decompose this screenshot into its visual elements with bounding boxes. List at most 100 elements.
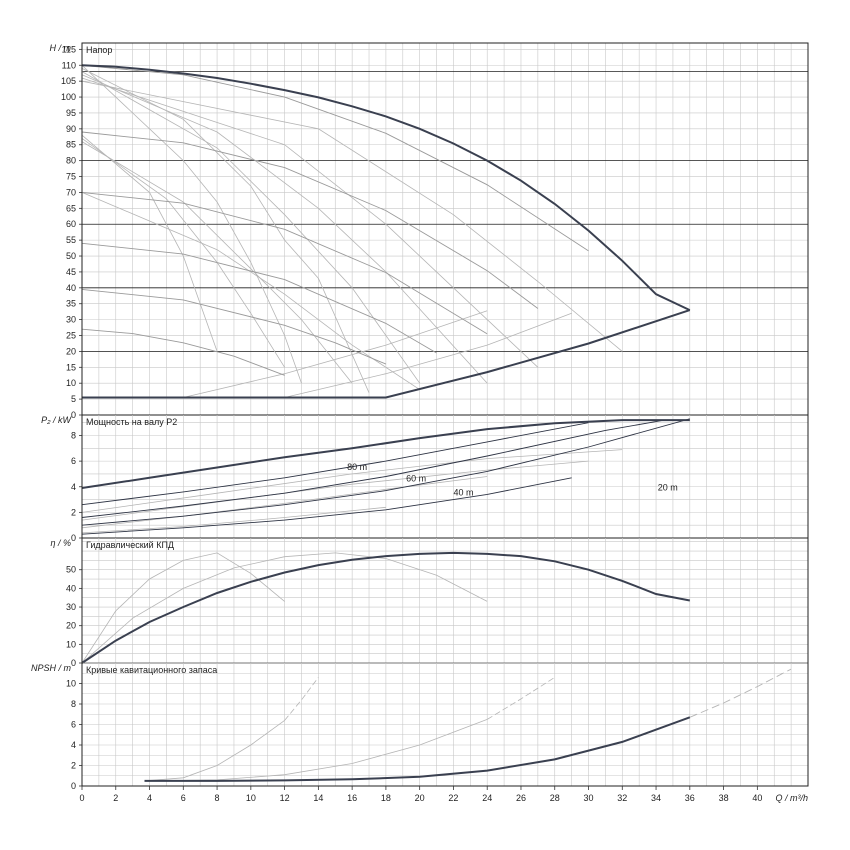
y-axis-label: NPSH / m <box>31 663 72 673</box>
speed-curve <box>81 288 387 365</box>
y-tick-label: 4 <box>71 482 76 492</box>
y-tick-label: 25 <box>66 331 76 341</box>
y-tick-label: 65 <box>66 203 76 213</box>
y-tick-label: 85 <box>66 140 76 150</box>
panel-head: 0 5 10 15 20 25 30 35 40 45 50 55 60 65 70 75 80 85 90 95 10… <box>50 43 808 420</box>
power-curve-label: 20 m <box>658 483 678 493</box>
x-tick-label: 12 <box>280 793 290 803</box>
envelope-max-curve <box>81 64 691 312</box>
y-tick-label: 10 <box>66 679 76 689</box>
x-tick-label: 14 <box>313 793 323 803</box>
panel-title: Гидравлический КПД <box>86 540 174 550</box>
iso-curve <box>81 134 218 352</box>
y-axis-label: H / m <box>50 43 72 53</box>
y-tick-label: 6 <box>71 456 76 466</box>
partial-efficiency-curve <box>81 552 285 664</box>
panel-npsh: 0 2 4 6 8 10 NPSH / m Кривые кавитационного зап… <box>31 662 808 791</box>
partial-npsh-extension <box>486 677 555 720</box>
iso-curve <box>81 65 302 384</box>
y-tick-label: 8 <box>71 699 76 709</box>
power-curve <box>81 419 665 518</box>
y-tick-label: 45 <box>66 267 76 277</box>
y-tick-label: 75 <box>66 172 76 182</box>
iso-curve <box>81 74 488 384</box>
x-tick-label: 32 <box>617 793 627 803</box>
power-curve-label: 40 m <box>453 488 473 498</box>
y-tick-label: 8 <box>71 431 76 441</box>
y-tick-label: 110 <box>62 60 76 70</box>
y-tick-label: 0 <box>71 658 76 668</box>
y-tick-label: 55 <box>66 235 76 245</box>
y-tick-label: 50 <box>66 251 76 261</box>
x-axis-label: Q / m³/h <box>775 793 808 803</box>
x-tick-label: 38 <box>719 793 729 803</box>
x-tick-label: 40 <box>752 793 762 803</box>
speed-curve <box>81 242 437 354</box>
plot-frame <box>81 42 809 787</box>
efficiency-curve <box>81 551 690 664</box>
y-tick-label: 90 <box>66 124 76 134</box>
speed-curve <box>81 131 539 309</box>
x-tick-label: 22 <box>448 793 458 803</box>
y-tick-label: 95 <box>66 108 76 118</box>
x-tick-label: 8 <box>215 793 220 803</box>
y-tick-label: 0 <box>71 781 76 791</box>
y-tick-label: 2 <box>71 507 76 517</box>
x-tick-label: 16 <box>347 793 357 803</box>
speed-curve <box>81 191 488 335</box>
y-tick-label: 60 <box>66 219 76 229</box>
partial-power-curve <box>81 506 386 534</box>
x-tick-label: 30 <box>584 793 594 803</box>
y-tick-label: 0 <box>71 410 76 420</box>
power-curve <box>81 477 572 535</box>
y-tick-label: 5 <box>71 394 76 404</box>
panel-title: Кривые кавитационного запаса <box>86 665 217 675</box>
y-tick-label: 20 <box>66 621 76 631</box>
npsh-extension-curve <box>689 668 792 718</box>
y-tick-label: 2 <box>71 761 76 771</box>
panel-power: 0 2 4 6 8 P₂ / kW Мощность на валу P2 80 m 60 m 4… <box>41 415 808 543</box>
power-curve <box>81 418 690 526</box>
y-tick-label: 15 <box>66 362 76 372</box>
system-curve <box>284 312 572 398</box>
speed-curve <box>81 328 285 376</box>
panel-title: Напор <box>86 45 112 55</box>
speed-curve <box>81 64 589 252</box>
power-curve-label: 60 m <box>406 474 426 484</box>
y-tick-label: 80 <box>66 156 76 166</box>
x-tick-label: 4 <box>147 793 152 803</box>
x-tick-label: 20 <box>415 793 425 803</box>
x-axis: 0 2 4 6 8 10 12 14 16 18 20 22 24 26 28 30 32 34 36 38 40 Q /… <box>79 786 808 803</box>
panel-title: Мощность на валу P2 <box>86 417 177 427</box>
iso-curve <box>81 80 623 352</box>
x-tick-label: 26 <box>516 793 526 803</box>
x-tick-label: 6 <box>181 793 186 803</box>
partial-npsh-extension <box>284 677 319 721</box>
y-tick-label: 40 <box>66 283 76 293</box>
power-curve <box>81 422 589 506</box>
x-tick-label: 2 <box>113 793 118 803</box>
y-tick-label: 10 <box>66 639 76 649</box>
y-tick-label: 70 <box>66 187 76 197</box>
x-tick-label: 0 <box>79 793 84 803</box>
npsh-curve <box>144 716 691 782</box>
y-tick-label: 115 <box>62 44 76 54</box>
iso-curve <box>81 141 353 384</box>
system-curve <box>183 310 488 398</box>
y-tick-label: 40 <box>66 583 76 593</box>
partial-power-curve <box>81 449 623 513</box>
y-tick-label: 4 <box>71 740 76 750</box>
y-tick-label: 10 <box>66 378 76 388</box>
y-tick-label: 30 <box>66 315 76 325</box>
y-axis-label: η / % <box>50 538 71 548</box>
partial-efficiency-curve <box>81 552 488 664</box>
power-envelope-curve <box>81 419 690 489</box>
partial-power-curve <box>81 460 589 521</box>
y-tick-label: 35 <box>66 299 76 309</box>
iso-curve <box>81 77 539 368</box>
y-tick-label: 6 <box>71 720 76 730</box>
y-tick-label: 50 <box>66 565 76 575</box>
x-tick-label: 24 <box>482 793 492 803</box>
partial-npsh-curve <box>144 720 285 782</box>
